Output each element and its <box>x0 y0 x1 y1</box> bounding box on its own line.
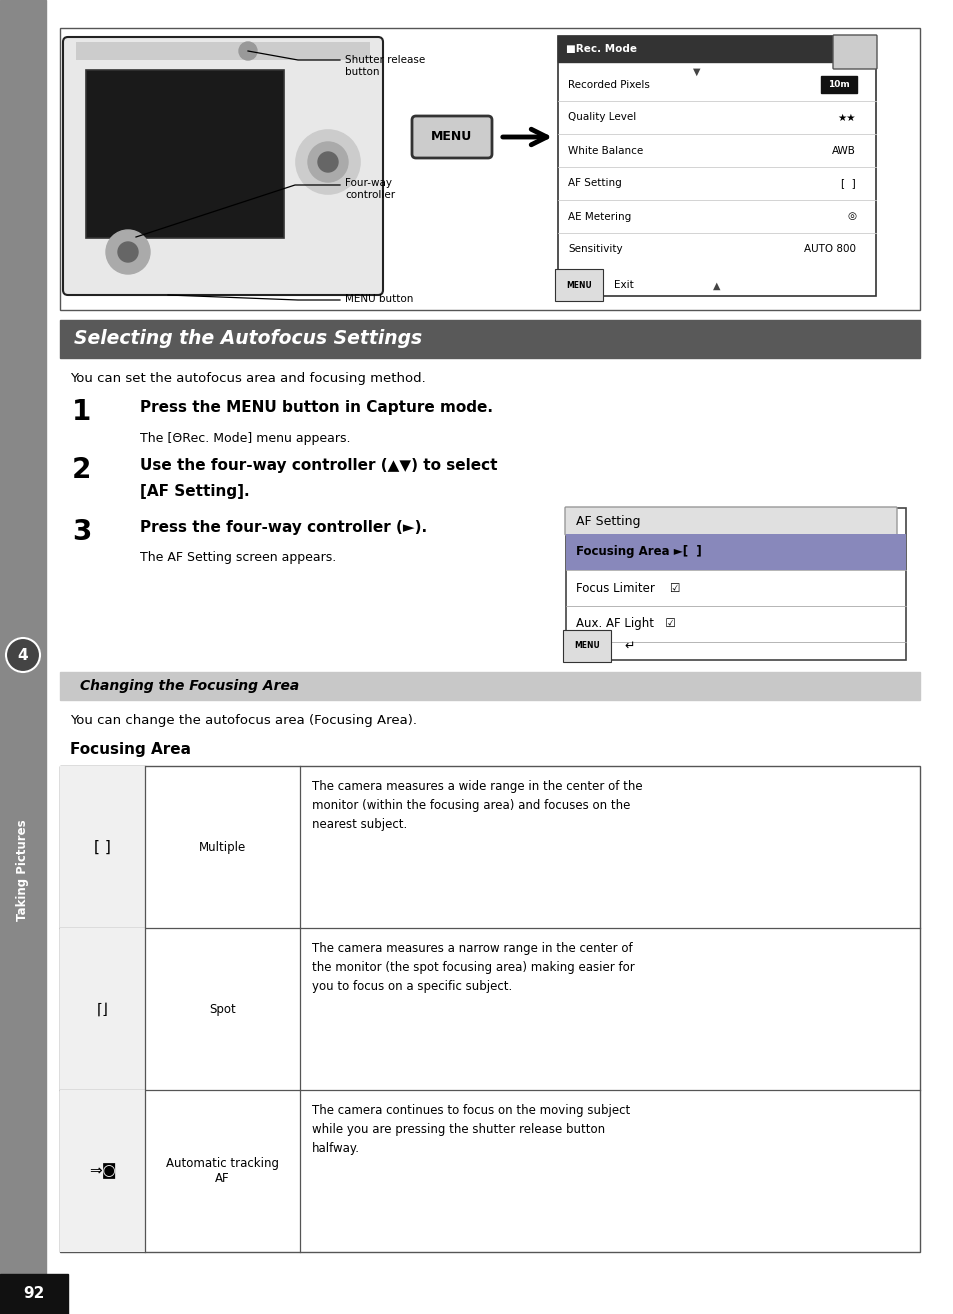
Text: Shutter release
button: Shutter release button <box>345 55 425 76</box>
Text: 3: 3 <box>71 518 91 547</box>
Circle shape <box>118 242 138 261</box>
Text: MENU: MENU <box>431 130 472 143</box>
Text: Changing the Focusing Area: Changing the Focusing Area <box>80 679 299 692</box>
Bar <box>565 533 905 570</box>
Text: the monitor (the spot focusing area) making easier for: the monitor (the spot focusing area) mak… <box>312 961 634 974</box>
Text: Automatic tracking
AF: Automatic tracking AF <box>166 1158 278 1185</box>
Text: ★★: ★★ <box>837 113 855 122</box>
Text: you to focus on a specific subject.: you to focus on a specific subject. <box>312 980 512 993</box>
Bar <box>60 321 919 357</box>
Text: 4: 4 <box>18 648 29 662</box>
Circle shape <box>239 42 256 60</box>
Text: ▼: ▼ <box>693 67 700 78</box>
Text: Spot: Spot <box>209 1003 235 1016</box>
Text: MENU: MENU <box>565 280 591 289</box>
Bar <box>558 35 875 296</box>
Text: You can set the autofocus area and focusing method.: You can set the autofocus area and focus… <box>70 372 425 385</box>
Text: ◎: ◎ <box>846 212 855 222</box>
Circle shape <box>295 130 359 194</box>
Text: AE Metering: AE Metering <box>567 212 631 222</box>
Text: Multiple: Multiple <box>198 841 246 854</box>
Text: Four-way
controller: Four-way controller <box>345 177 395 200</box>
Text: AWB: AWB <box>831 146 855 155</box>
Bar <box>86 70 284 238</box>
Text: Exit: Exit <box>614 280 633 290</box>
Text: 92: 92 <box>23 1286 45 1301</box>
Bar <box>821 76 856 93</box>
Text: Aux. AF Light   ☑: Aux. AF Light ☑ <box>576 618 675 631</box>
Bar <box>60 766 919 1252</box>
Text: The camera measures a wide range in the center of the: The camera measures a wide range in the … <box>312 781 642 794</box>
Circle shape <box>6 639 40 671</box>
Text: You can change the autofocus area (Focusing Area).: You can change the autofocus area (Focus… <box>70 714 416 727</box>
Text: 2: 2 <box>71 456 91 484</box>
FancyBboxPatch shape <box>832 35 876 70</box>
Text: nearest subject.: nearest subject. <box>312 819 407 830</box>
Circle shape <box>308 142 348 183</box>
Text: while you are pressing the shutter release button: while you are pressing the shutter relea… <box>312 1123 604 1137</box>
Bar <box>60 766 145 928</box>
Bar <box>60 928 145 1091</box>
Text: ⌈⌋: ⌈⌋ <box>96 1001 109 1017</box>
Bar <box>558 35 833 62</box>
Text: ▲: ▲ <box>713 281 720 290</box>
Text: ■Rec. Mode: ■Rec. Mode <box>565 43 637 54</box>
FancyBboxPatch shape <box>412 116 492 158</box>
Text: ⇒◙: ⇒◙ <box>89 1163 116 1179</box>
Circle shape <box>317 152 337 172</box>
Text: White Balance: White Balance <box>567 146 642 155</box>
Text: AF Setting: AF Setting <box>567 179 621 188</box>
Bar <box>76 42 370 60</box>
Text: MENU: MENU <box>574 641 599 650</box>
Text: Recorded Pixels: Recorded Pixels <box>567 80 649 89</box>
Text: Focusing Area: Focusing Area <box>70 742 191 757</box>
Bar <box>60 671 919 700</box>
FancyBboxPatch shape <box>564 507 896 535</box>
Bar <box>60 28 919 310</box>
FancyBboxPatch shape <box>63 37 382 296</box>
Text: Use the four-way controller (▲▼) to select: Use the four-way controller (▲▼) to sele… <box>140 459 497 473</box>
Text: AF Setting: AF Setting <box>576 515 639 527</box>
Text: Quality Level: Quality Level <box>567 113 636 122</box>
Text: The AF Setting screen appears.: The AF Setting screen appears. <box>140 551 335 564</box>
Text: MENU button: MENU button <box>345 294 413 304</box>
Bar <box>60 1091 145 1252</box>
Text: [AF Setting].: [AF Setting]. <box>140 484 250 499</box>
Bar <box>565 509 905 660</box>
Bar <box>0 0 46 1314</box>
Text: 10m: 10m <box>827 80 849 89</box>
Text: [  ]: [ ] <box>841 179 855 188</box>
Text: Focus Limiter    ☑: Focus Limiter ☑ <box>576 582 679 594</box>
Text: [ ]: [ ] <box>94 840 111 854</box>
Text: 1: 1 <box>71 398 91 426</box>
Text: Selecting the Autofocus Settings: Selecting the Autofocus Settings <box>74 330 421 348</box>
Bar <box>0 1275 68 1314</box>
Text: The [ΘRec. Mode] menu appears.: The [ΘRec. Mode] menu appears. <box>140 432 350 445</box>
Circle shape <box>106 230 150 275</box>
Text: Press the four-way controller (►).: Press the four-way controller (►). <box>140 520 427 535</box>
Text: The camera continues to focus on the moving subject: The camera continues to focus on the mov… <box>312 1104 630 1117</box>
Text: The camera measures a narrow range in the center of: The camera measures a narrow range in th… <box>312 942 632 955</box>
Text: Taking Pictures: Taking Pictures <box>16 819 30 921</box>
Text: Press the MENU button in Capture mode.: Press the MENU button in Capture mode. <box>140 399 493 415</box>
Text: monitor (within the focusing area) and focuses on the: monitor (within the focusing area) and f… <box>312 799 630 812</box>
Text: Sensitivity: Sensitivity <box>567 244 622 255</box>
Text: AUTO 800: AUTO 800 <box>803 244 855 255</box>
Text: ↵: ↵ <box>623 640 634 653</box>
Text: halfway.: halfway. <box>312 1142 359 1155</box>
Text: Focusing Area ►[  ]: Focusing Area ►[ ] <box>576 545 701 558</box>
